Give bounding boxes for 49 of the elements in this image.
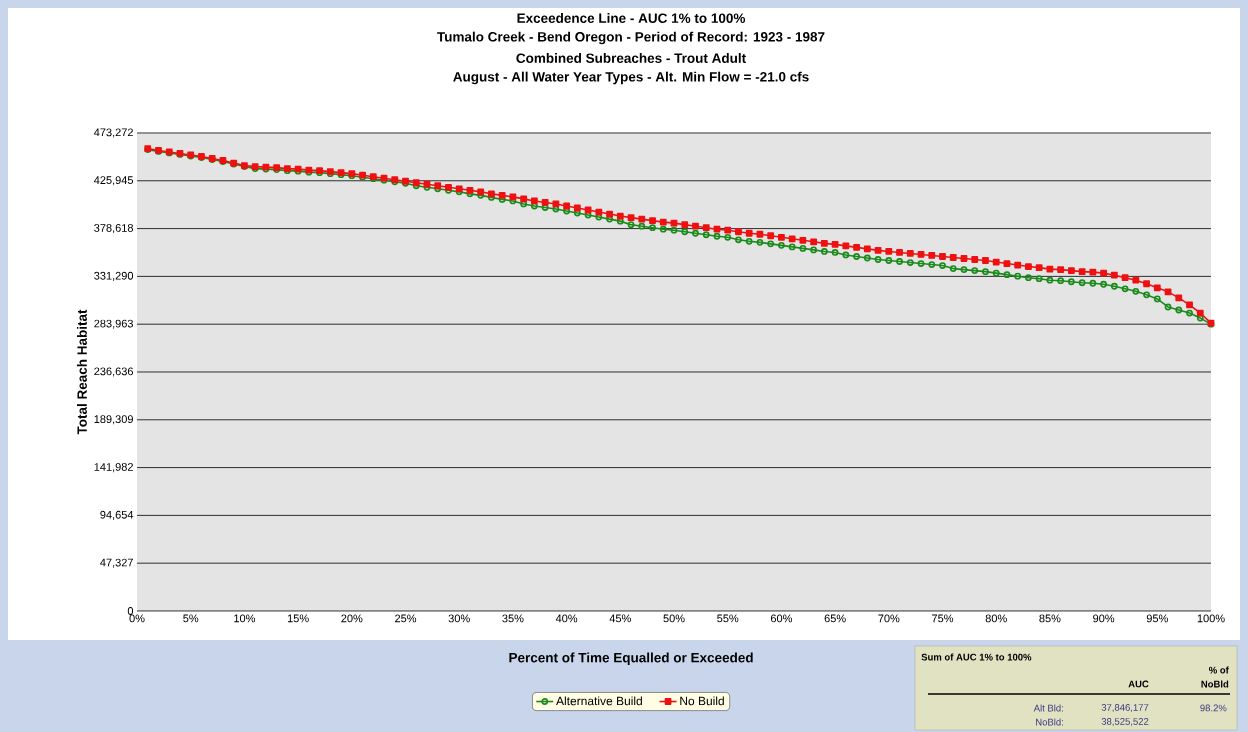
text: NoBld: [1201, 680, 1229, 688]
x-tick-label: 90%: [1093, 614, 1115, 623]
x-tick-label: 85%: [1039, 614, 1061, 623]
text: NoBld:: [1036, 718, 1063, 726]
x-tick-label: 40%: [555, 614, 578, 623]
y-tick-label: 141,982: [94, 463, 133, 473]
x-tick-label: 100%: [1197, 614, 1225, 623]
chart-subtitle: Tumalo Creek - Bend Oregon - Period of Record: 1923 - 1987: [437, 31, 825, 45]
x-tick-label: 20%: [341, 614, 363, 623]
y-axis-title: Total Reach Habitat: [76, 309, 87, 435]
y-tick-label: 94,654: [100, 510, 134, 520]
y-tick-label: 331,290: [94, 271, 134, 281]
x-tick-label: 55%: [717, 614, 739, 623]
text: Sum of AUC 1% to 100%: [921, 653, 1032, 661]
y-tick-label: 189,309: [94, 415, 133, 425]
chart-title: Exceedence Line - AUC 1% to 100%: [517, 13, 746, 23]
x-axis-title: Percent of Time Equalled or Exceeded: [509, 652, 753, 666]
y-tick-label: 236,636: [94, 367, 134, 377]
x-tick-label: 75%: [932, 614, 954, 623]
x-tick-label: 10%: [234, 614, 256, 623]
x-tick-label: 95%: [1146, 614, 1168, 623]
x-tick-label: 0%: [129, 614, 145, 623]
text: Combined Subreaches - Trout Adult: [516, 53, 746, 63]
text: 38,525,522: [1101, 718, 1149, 726]
text: % of: [1208, 666, 1229, 674]
text: Alt Bld:: [1033, 704, 1063, 712]
x-tick-label: 45%: [609, 614, 631, 623]
x-tick-label: 80%: [985, 614, 1007, 623]
x-tick-label: 5%: [183, 614, 199, 623]
x-tick-label: 65%: [824, 614, 846, 623]
y-tick-label: 378,618: [94, 224, 134, 234]
x-tick-label: 60%: [770, 614, 793, 623]
y-tick-label: 425,945: [93, 176, 134, 186]
legend-label: Alternative Build: [556, 696, 642, 706]
x-tick-label: 25%: [395, 614, 417, 623]
text: 37,846,177: [1101, 704, 1149, 712]
legend-label: No Build: [680, 696, 724, 706]
x-tick-label: 70%: [878, 614, 900, 623]
x-tick-label: 30%: [448, 614, 470, 623]
x-tick-label: 50%: [663, 614, 685, 623]
y-tick-label: 47,327: [100, 558, 133, 568]
text: August - All Water Year Types - Alt. Min Flow = -21.0 cfs: [453, 71, 809, 85]
x-tick-label: 15%: [287, 614, 309, 623]
x-tick-label: 35%: [502, 614, 524, 623]
y-tick-label: 473,272: [93, 128, 133, 138]
y-tick-label: 0: [127, 607, 134, 615]
text: 98.2%: [1200, 704, 1227, 712]
text: AUC: [1128, 680, 1149, 688]
y-tick-label: 283,963: [94, 319, 134, 329]
